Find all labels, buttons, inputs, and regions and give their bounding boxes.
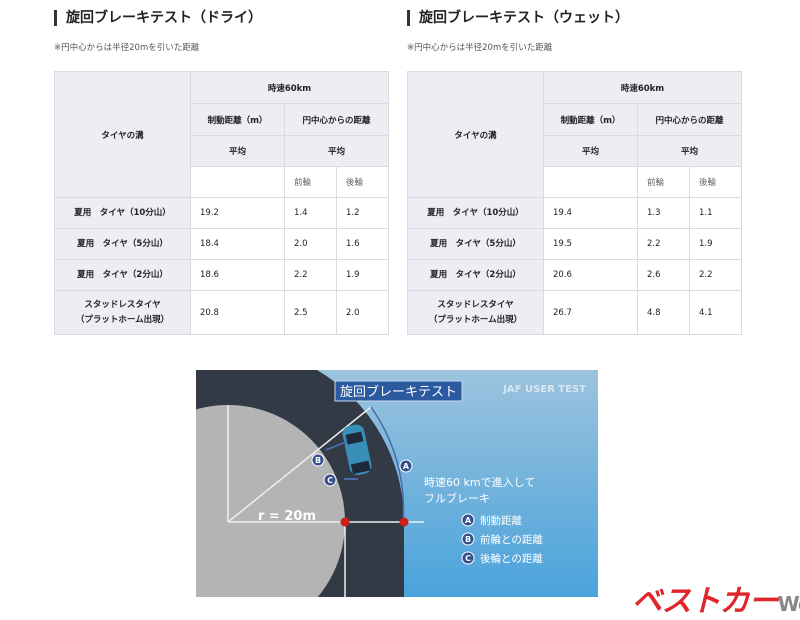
cell-value: 1.4 — [284, 197, 337, 229]
cell-value: 1.9 — [689, 228, 742, 260]
table-row: 夏用 タイヤ（2分山） 18.6 2.2 1.9 — [54, 259, 389, 291]
row-label: 夏用 タイヤ（2分山） — [54, 259, 191, 291]
svg-text:B: B — [315, 456, 321, 465]
inner-circle — [196, 405, 345, 597]
header-rear: 後輪 — [336, 166, 389, 198]
cell-value: 19.5 — [543, 228, 638, 260]
cell-value: 1.2 — [336, 197, 389, 229]
diagram-title: 旋回ブレーキテスト — [340, 384, 457, 400]
header-center: 円中心からの距離 — [637, 103, 742, 136]
table-row: 夏用 タイヤ（2分山） 20.6 2.6 2.2 — [407, 259, 742, 291]
table-row: 夏用 タイヤ（5分山） 19.5 2.2 1.9 — [407, 228, 742, 260]
header-avg: 平均 — [543, 135, 638, 167]
cell-value: 4.1 — [689, 290, 742, 335]
arc-a — [370, 406, 405, 523]
legend-item: C 後輪との距離 — [461, 551, 543, 565]
diagram-title-box — [334, 380, 463, 402]
braking-test-diagram: B C A 旋回ブレーキテスト JAF USER TEST r = 20m 時速… — [196, 370, 598, 597]
cell-value: 19.2 — [190, 197, 285, 229]
cell-value: 2.2 — [689, 259, 742, 291]
svg-text:前輪との距離: 前輪との距離 — [480, 533, 543, 546]
row-label: 夏用 タイヤ（5分山） — [54, 228, 191, 260]
table-row: 夏用 タイヤ（10分山） 19.2 1.4 1.2 — [54, 197, 389, 229]
table-row: スタッドレスタイヤ （プラットホーム出現） 20.8 2.5 2.0 — [54, 290, 389, 335]
cell-value: 18.4 — [190, 228, 285, 260]
svg-text:B: B — [465, 535, 471, 544]
table-row: 夏用 タイヤ（5分山） 18.4 2.0 1.6 — [54, 228, 389, 260]
header-speed: 時速60km — [543, 71, 742, 104]
legend-item: B 前輪との距離 — [461, 532, 543, 546]
cell-value: 19.4 — [543, 197, 638, 229]
desc-line1: 時速60 kmで進入して — [424, 476, 535, 489]
marker-outer — [399, 517, 409, 527]
cell-value: 2.0 — [336, 290, 389, 335]
section-note: ※円中心からは半径20mを引いた距離 — [54, 43, 200, 53]
radius-label: r = 20m — [258, 509, 316, 524]
cell-value: 1.3 — [637, 197, 690, 229]
cell-value: 20.8 — [190, 290, 285, 335]
cell-value: 2.2 — [637, 228, 690, 260]
svg-text:後輪との距離: 後輪との距離 — [480, 552, 543, 565]
row-label: 夏用 タイヤ（2分山） — [407, 259, 544, 291]
header-braking: 制動距離（m） — [190, 103, 285, 136]
table-row: スタッドレスタイヤ （プラットホーム出現） 26.7 4.8 4.1 — [407, 290, 742, 335]
cell-value: 20.6 — [543, 259, 638, 291]
marker-inner — [340, 517, 350, 527]
svg-text:C: C — [465, 554, 471, 563]
results-table: タイヤの溝 時速60km 制動距離（m） 円中心からの距離 平均 平均 前輪 後輪 夏用 … — [54, 71, 389, 335]
cell-value: 2.5 — [284, 290, 337, 335]
header-tire: タイヤの溝 — [407, 71, 544, 198]
row-label: スタッドレスタイヤ （プラットホーム出現） — [407, 290, 544, 335]
results-table: タイヤの溝 時速60km 制動距離（m） 円中心からの距離 平均 平均 前輪 後輪 夏用 … — [407, 71, 742, 335]
svg-text:A: A — [465, 516, 472, 525]
header-avg: 平均 — [190, 135, 285, 167]
header-front: 前輪 — [284, 166, 337, 198]
header-braking: 制動距離（m） — [543, 103, 638, 136]
row-label: 夏用 タイヤ（10分山） — [54, 197, 191, 229]
cell-value: 1.9 — [336, 259, 389, 291]
cell-value: 2.2 — [284, 259, 337, 291]
section-title: 旋回ブレーキテスト（ドライ） — [54, 10, 262, 26]
header-speed: 時速60km — [190, 71, 389, 104]
svg-text:C: C — [327, 476, 333, 485]
svg-text:制動距離: 制動距離 — [480, 514, 522, 527]
cell-value: 18.6 — [190, 259, 285, 291]
cell-value: 2.6 — [637, 259, 690, 291]
section-title: 旋回ブレーキテスト（ウェット） — [407, 10, 629, 26]
header-avg: 平均 — [637, 135, 742, 167]
header-avg: 平均 — [284, 135, 389, 167]
header-center: 円中心からの距離 — [284, 103, 389, 136]
cell-value: 2.0 — [284, 228, 337, 260]
row-label: 夏用 タイヤ（5分山） — [407, 228, 544, 260]
car-icon — [342, 424, 372, 476]
desc-line2: フルブレーキ — [424, 491, 490, 505]
row-label: スタッドレスタイヤ （プラットホーム出現） — [54, 290, 191, 335]
watermark-logo: ベストカーWeb — [632, 584, 800, 619]
svg-text:A: A — [403, 462, 410, 471]
diagram-brand: JAF USER TEST — [502, 384, 586, 395]
cell-value: 1.1 — [689, 197, 742, 229]
cell-value: 1.6 — [336, 228, 389, 260]
row-label: 夏用 タイヤ（10分山） — [407, 197, 544, 229]
cell-value: 4.8 — [637, 290, 690, 335]
table-row: 夏用 タイヤ（10分山） 19.4 1.3 1.1 — [407, 197, 742, 229]
cell-value: 26.7 — [543, 290, 638, 335]
header-tire: タイヤの溝 — [54, 71, 191, 198]
header-front: 前輪 — [637, 166, 690, 198]
legend-item: A 制動距離 — [461, 513, 522, 527]
header-rear: 後輪 — [689, 166, 742, 198]
section-note: ※円中心からは半径20mを引いた距離 — [407, 43, 553, 53]
